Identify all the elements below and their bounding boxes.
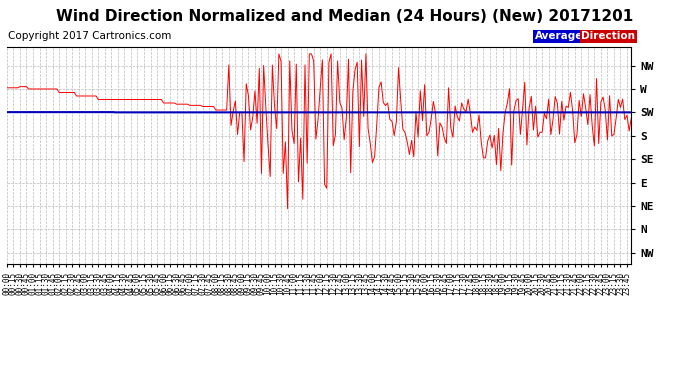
Text: Copyright 2017 Cartronics.com: Copyright 2017 Cartronics.com: [8, 32, 171, 42]
Text: Average: Average: [535, 32, 583, 42]
Text: Direction: Direction: [582, 32, 635, 42]
Text: Wind Direction Normalized and Median (24 Hours) (New) 20171201: Wind Direction Normalized and Median (24…: [57, 9, 633, 24]
